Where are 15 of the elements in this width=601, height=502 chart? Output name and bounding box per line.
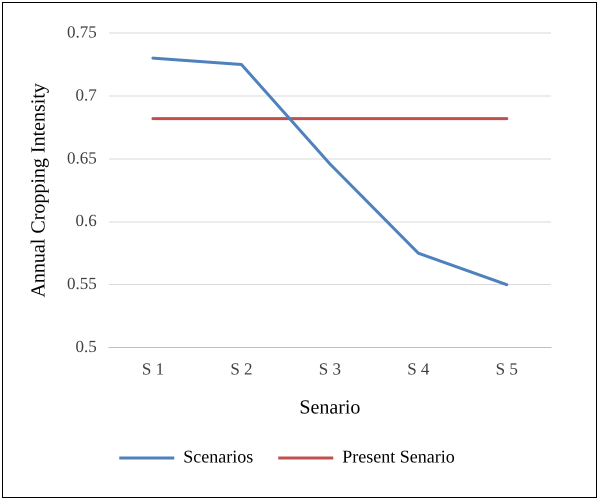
y-tick-label: 0.65	[67, 148, 97, 168]
y-axis-title: Annual Cropping Intensity	[27, 83, 50, 298]
legend-label: Present Senario	[342, 446, 455, 467]
x-tick-label: S 5	[496, 359, 518, 378]
x-tick-label: S 4	[407, 359, 430, 378]
legend-label: Scenarios	[183, 446, 254, 467]
x-axis-title: Senario	[299, 396, 360, 418]
x-tick-label: S 2	[230, 359, 253, 378]
y-tick-label: 0.55	[67, 274, 97, 294]
x-tick-label: S 3	[318, 359, 341, 378]
y-tick-label: 0.5	[76, 337, 97, 356]
x-tick-label: S 1	[142, 359, 164, 378]
y-tick-label: 0.75	[67, 22, 97, 42]
y-tick-label: 0.7	[76, 85, 98, 104]
y-tick-label: 0.6	[76, 211, 97, 230]
